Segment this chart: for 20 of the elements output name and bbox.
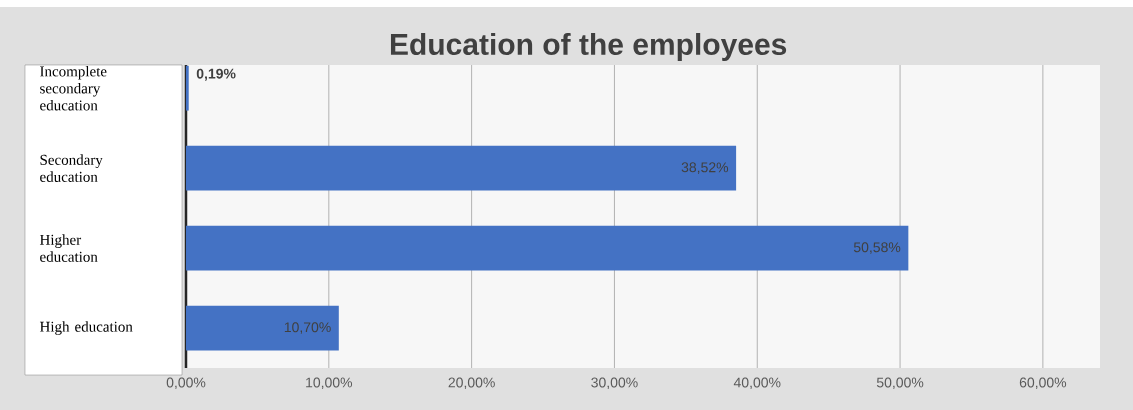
x-tick-label: 40,00%	[733, 377, 781, 390]
chart-title: Education of the employees	[390, 33, 787, 61]
data-label: 0,19%	[196, 68, 236, 81]
y-tick-label: High education	[39, 321, 133, 335]
x-tick-label: 30,00%	[591, 377, 638, 390]
bar	[186, 305, 339, 351]
data-label: 10,70%	[284, 322, 331, 334]
y-tick-label: Secondary education	[40, 154, 103, 182]
x-tick-label: 50,00%	[876, 377, 924, 390]
x-tick-label: 20,00%	[448, 377, 495, 390]
bar	[186, 145, 737, 191]
y-tick-label: Incomplete secondary education	[40, 65, 107, 111]
data-label: 50,58%	[853, 242, 901, 254]
data-label: 38,52%	[681, 162, 729, 174]
x-tick-label: 0,00%	[166, 377, 206, 390]
x-tick-label: 10,00%	[306, 377, 353, 390]
y-tick-label: Higher education	[39, 234, 98, 262]
bar	[186, 65, 189, 111]
x-tick-label: 60,00%	[1019, 377, 1067, 390]
bar	[186, 225, 909, 271]
